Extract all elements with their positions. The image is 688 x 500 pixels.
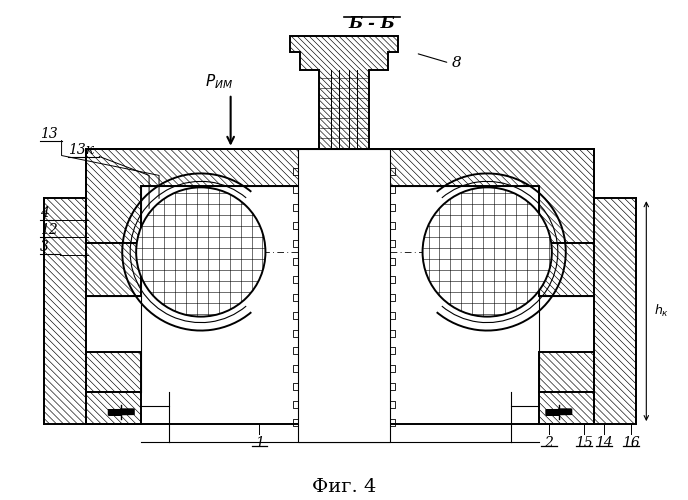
- Circle shape: [422, 188, 552, 316]
- Polygon shape: [43, 198, 87, 424]
- Polygon shape: [87, 392, 141, 424]
- Polygon shape: [87, 243, 141, 296]
- Text: D: D: [338, 294, 350, 308]
- Text: 16: 16: [623, 436, 641, 450]
- Text: 3: 3: [40, 240, 49, 254]
- Text: 4: 4: [40, 206, 49, 220]
- Polygon shape: [539, 243, 594, 296]
- Polygon shape: [594, 198, 636, 424]
- Polygon shape: [87, 352, 141, 392]
- Polygon shape: [539, 352, 594, 392]
- Polygon shape: [539, 392, 594, 424]
- Text: 8: 8: [451, 56, 461, 70]
- Text: 13к: 13к: [67, 142, 94, 156]
- Text: $P_{ИМ}$: $P_{ИМ}$: [204, 72, 233, 91]
- Text: 15: 15: [574, 436, 592, 450]
- Polygon shape: [369, 148, 594, 243]
- Text: 12: 12: [40, 223, 58, 237]
- Text: Фиг. 4: Фиг. 4: [312, 478, 376, 496]
- Text: 1: 1: [255, 436, 264, 450]
- Text: $h_к$: $h_к$: [654, 302, 669, 318]
- Text: 14: 14: [594, 436, 612, 450]
- Polygon shape: [290, 36, 398, 148]
- Bar: [299, 148, 389, 442]
- Text: 13: 13: [40, 126, 58, 140]
- Polygon shape: [87, 148, 319, 243]
- Circle shape: [136, 188, 266, 316]
- Text: 2: 2: [544, 436, 553, 450]
- Text: Б - Б: Б - Б: [348, 16, 396, 32]
- Text: $S_{зaг}$: $S_{зaг}$: [331, 78, 361, 97]
